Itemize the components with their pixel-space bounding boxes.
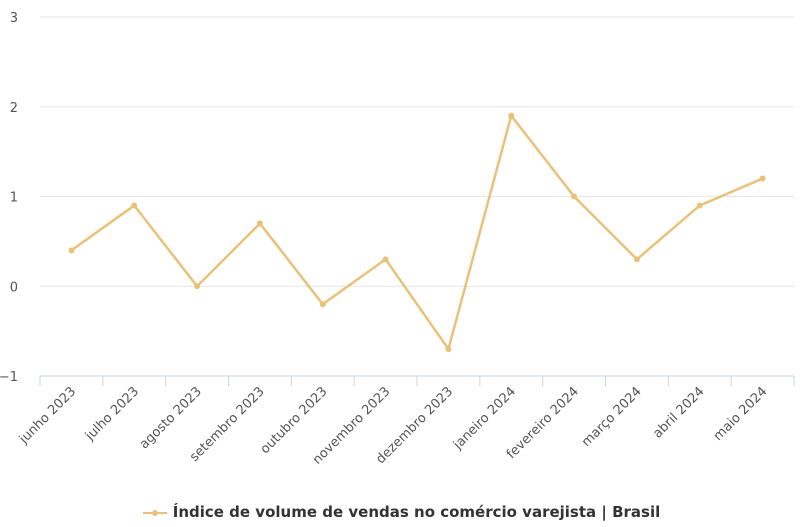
data-point [759,175,766,182]
x-tick-label: julho 2023 [82,384,142,444]
data-point [445,346,452,353]
data-point [68,247,75,254]
x-tick-label: abril 2024 [650,384,707,441]
data-point [633,256,640,263]
data-point [256,220,263,227]
data-point [508,112,515,119]
y-tick-label: −1 [0,370,18,385]
chart-legend[interactable]: Índice de volume de vendas no comércio v… [0,503,803,521]
legend-label: Índice de volume de vendas no comércio v… [172,503,661,521]
series-line [70,114,764,351]
x-tick-label: janeiro 2024 [450,384,519,453]
y-tick-label: 0 [10,280,18,295]
x-tick-label: junho 2023 [16,384,79,447]
data-point [571,193,578,200]
data-point [194,283,201,290]
x-tick-label: maio 2024 [711,384,771,444]
data-point [382,256,389,263]
y-tick-label: 3 [10,11,18,26]
legend-dot [151,509,158,516]
data-point [696,202,703,209]
legend-swatch-icon [142,508,167,518]
data-point [319,301,326,308]
y-tick-label: 2 [10,101,18,116]
x-tick-label: agosto 2023 [137,384,205,452]
data-point [131,202,138,209]
x-tick-label: março 2024 [579,384,645,450]
y-tick-label: 1 [10,191,18,206]
